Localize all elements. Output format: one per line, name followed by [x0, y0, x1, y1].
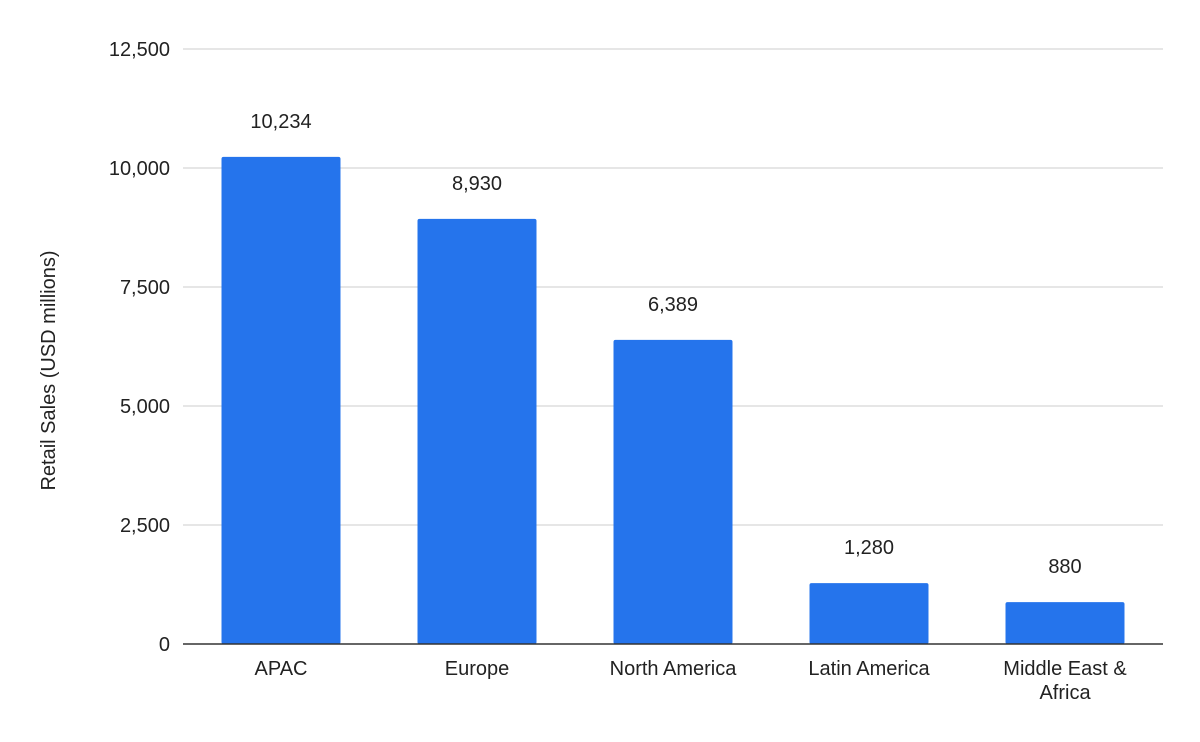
data-labels: 10,234 8,930 6,389 1,280 880 [250, 111, 1081, 578]
y-tick-label: 7,500 [120, 277, 170, 299]
bar [613, 339, 733, 644]
bar [221, 156, 341, 644]
gridlines [183, 48, 1163, 526]
data-label: 880 [1048, 556, 1081, 578]
data-label: 8,930 [452, 173, 502, 195]
data-label: 6,389 [648, 294, 698, 316]
y-tick-label: 12,500 [109, 39, 170, 61]
bar [417, 218, 537, 644]
y-axis-ticks: 0 2,500 5,000 7,500 10,000 12,500 [109, 39, 170, 656]
data-label: 10,234 [250, 111, 311, 133]
x-category-label: Latin America [808, 658, 930, 680]
y-tick-label: 10,000 [109, 158, 170, 180]
data-label: 1,280 [844, 537, 894, 559]
x-category-label: Middle East & [1003, 658, 1127, 680]
x-category-label: Europe [445, 658, 510, 680]
y-tick-label: 5,000 [120, 396, 170, 418]
bar [1005, 602, 1125, 644]
x-category-label: Africa [1039, 682, 1091, 704]
y-tick-label: 2,500 [120, 515, 170, 537]
y-axis-title: Retail Sales (USD millions) [38, 250, 60, 490]
x-category-label: North America [610, 658, 738, 680]
x-axis-categories: APAC Europe North America Latin America Midd… [255, 658, 1128, 704]
y-tick-label: 0 [159, 634, 170, 656]
x-category-label: APAC [255, 658, 308, 680]
bar [809, 583, 929, 644]
bars [221, 156, 1125, 644]
